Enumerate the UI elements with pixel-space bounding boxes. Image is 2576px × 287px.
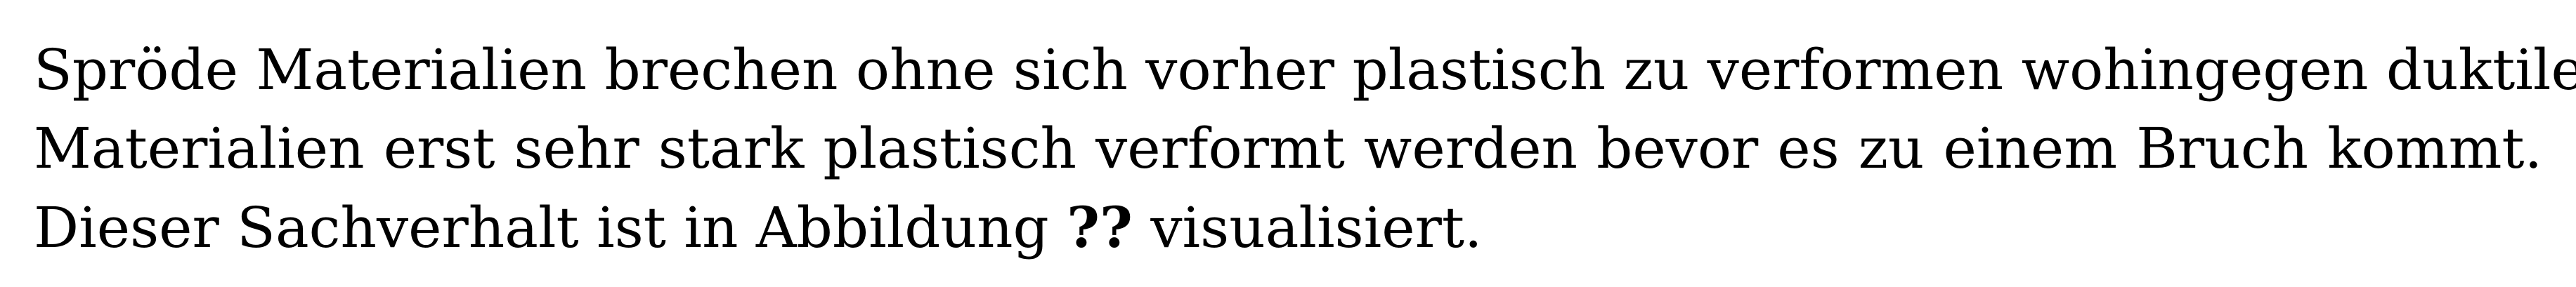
- line3-text-after: visualisiert.: [1150, 195, 1483, 260]
- line3-text-before: Dieser Sachverhalt ist in Abbildung: [34, 195, 1049, 260]
- paragraph-line-3: Dieser Sachverhalt ist in Abbildung ?? v…: [34, 188, 2542, 267]
- figure-reference-placeholder: ??: [1067, 194, 1133, 260]
- paragraph-line-1: Spröde Materialien brechen ohne sich vor…: [34, 37, 2576, 102]
- document-page: Spröde Materialien brechen ohne sich vor…: [34, 31, 2576, 267]
- paragraph-line-2: Materialien erst sehr stark plastisch ve…: [34, 116, 2542, 181]
